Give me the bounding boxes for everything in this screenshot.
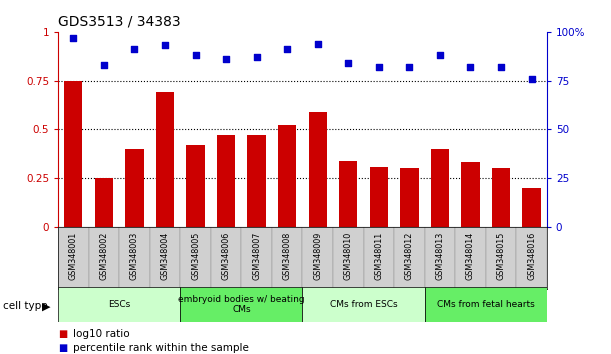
Bar [125,149,144,227]
Text: ■: ■ [58,329,67,339]
Bar [247,135,266,227]
Bar [486,227,516,289]
Bar [394,227,425,289]
Point [221,56,231,62]
Text: GSM348006: GSM348006 [222,232,230,280]
Text: GSM348004: GSM348004 [161,232,169,280]
Point [282,47,292,52]
Bar [309,112,327,227]
Point [99,62,109,68]
Point [435,52,445,58]
Bar [180,227,211,289]
Point [130,47,139,52]
Text: ESCs: ESCs [108,300,130,309]
Bar [364,227,394,289]
Text: GSM348002: GSM348002 [100,232,108,280]
Bar [461,162,480,227]
Text: GSM348015: GSM348015 [497,232,505,280]
Text: GSM348011: GSM348011 [375,232,383,280]
Bar [272,227,302,289]
Text: GSM348003: GSM348003 [130,232,139,280]
Point [527,76,536,81]
Point [191,52,200,58]
Text: log10 ratio: log10 ratio [73,329,130,339]
Bar [278,125,296,227]
Text: GDS3513 / 34383: GDS3513 / 34383 [58,14,181,28]
Bar [58,227,89,289]
Bar [95,178,113,227]
Text: percentile rank within the sample: percentile rank within the sample [73,343,249,353]
Point [68,35,78,41]
Bar [180,287,302,322]
Point [343,60,353,66]
Point [313,41,323,46]
Bar [186,145,205,227]
Text: GSM348016: GSM348016 [527,232,536,280]
Text: GSM348012: GSM348012 [405,232,414,280]
Bar [425,227,455,289]
Bar [58,287,180,322]
Bar [156,92,174,227]
Text: GSM348008: GSM348008 [283,232,291,280]
Text: GSM348001: GSM348001 [69,232,78,280]
Point [496,64,506,70]
Text: embryoid bodies w/ beating
CMs: embryoid bodies w/ beating CMs [178,295,305,314]
Bar [492,168,510,227]
Bar [150,227,180,289]
Point [252,55,262,60]
Text: cell type: cell type [3,301,48,311]
Text: GSM348010: GSM348010 [344,232,353,280]
Bar [339,161,357,227]
Bar [400,168,419,227]
Point [374,64,384,70]
Bar [370,167,388,227]
Text: ■: ■ [58,343,67,353]
Bar [119,227,150,289]
Bar [431,149,449,227]
Text: ▶: ▶ [42,301,50,311]
Bar [217,135,235,227]
Bar [455,227,486,289]
Bar [64,81,82,227]
Bar [516,227,547,289]
Bar [302,287,425,322]
Bar [333,227,364,289]
Text: GSM348009: GSM348009 [313,232,322,280]
Point [404,64,414,70]
Bar [425,287,547,322]
Text: CMs from fetal hearts: CMs from fetal hearts [437,300,535,309]
Point [466,64,475,70]
Point [160,43,170,48]
Bar [522,188,541,227]
Text: GSM348014: GSM348014 [466,232,475,280]
Bar [302,227,333,289]
Text: GSM348007: GSM348007 [252,232,261,280]
Text: GSM348013: GSM348013 [436,232,444,280]
Bar [89,227,119,289]
Bar [211,227,241,289]
Bar [241,227,272,289]
Text: CMs from ESCs: CMs from ESCs [330,300,397,309]
Text: GSM348005: GSM348005 [191,232,200,280]
